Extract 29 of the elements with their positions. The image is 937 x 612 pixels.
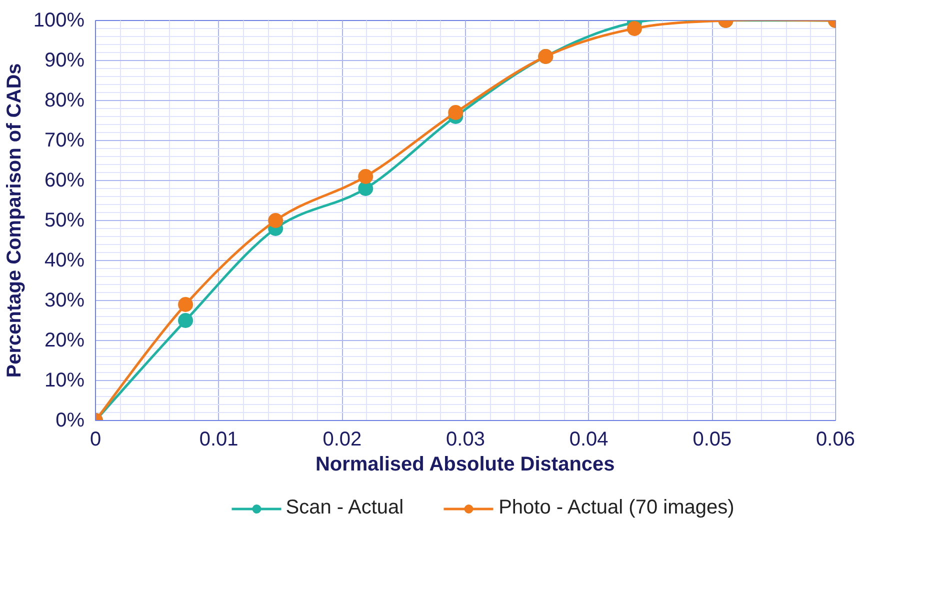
y-tick-label: 0% (56, 410, 85, 432)
x-tick-label: 0.05 (692, 428, 732, 450)
y-tick-label: 80% (44, 90, 85, 112)
x-tick-label: 0 (90, 428, 102, 450)
y-tick-label: 50% (44, 210, 85, 232)
point (448, 105, 464, 120)
x-tick-label: 0.04 (569, 428, 608, 450)
y-tick-label: 20% (44, 330, 85, 352)
y-axis-title: Percentage Comparison of CADs (3, 63, 26, 378)
point (358, 181, 374, 196)
y-tick-label: 70% (44, 130, 85, 152)
y-tick-label: 30% (44, 290, 85, 312)
y-tick-label: 40% (44, 250, 85, 272)
y-tick-label: 10% (44, 370, 85, 392)
y-tick-label: 60% (44, 170, 85, 192)
y-tick-label: 90% (44, 50, 85, 72)
point (626, 21, 642, 36)
x-tick-label: 0.03 (446, 428, 485, 450)
x-tick-label: 0.01 (199, 428, 238, 450)
point (178, 297, 194, 312)
x-axis-title: Normalised Absolute Distances (315, 454, 615, 476)
x-tick-label: 0.06 (816, 428, 855, 450)
x-tick-label: 0.02 (322, 428, 362, 450)
legend-label: Photo - Actual (70 images) (498, 496, 734, 520)
point (358, 169, 374, 184)
legend-label: Scan - Actual (286, 496, 404, 520)
point (268, 213, 284, 228)
point (178, 313, 194, 328)
y-tick-label: 100% (33, 10, 85, 32)
